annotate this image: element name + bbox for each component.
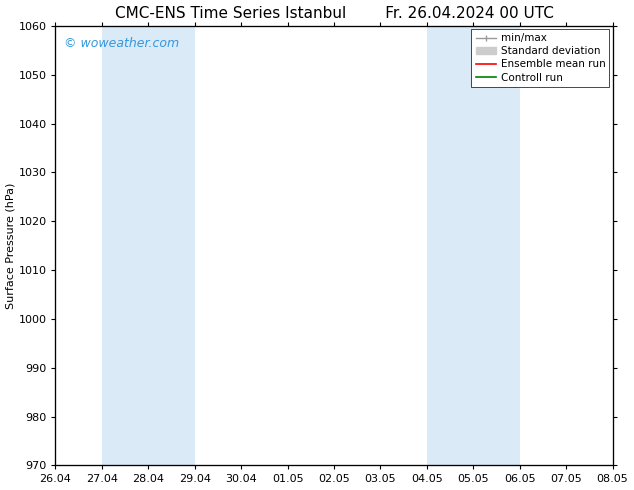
Text: © woweather.com: © woweather.com (64, 37, 179, 50)
Bar (427, 26, 520, 466)
Title: CMC-ENS Time Series Istanbul        Fr. 26.04.2024 00 UTC: CMC-ENS Time Series Istanbul Fr. 26.04.2… (115, 5, 553, 21)
Bar (102, 26, 195, 466)
Y-axis label: Surface Pressure (hPa): Surface Pressure (hPa) (6, 182, 16, 309)
Legend: min/max, Standard deviation, Ensemble mean run, Controll run: min/max, Standard deviation, Ensemble me… (471, 29, 609, 87)
